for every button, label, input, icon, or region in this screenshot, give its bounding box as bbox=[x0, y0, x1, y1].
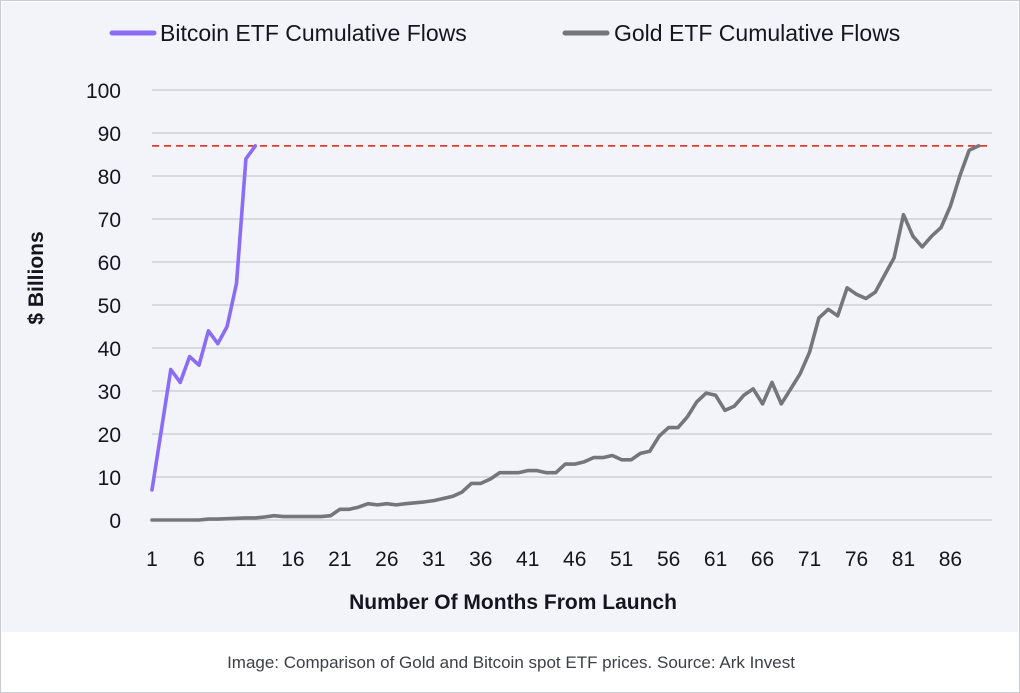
x-tick-label: 66 bbox=[751, 548, 774, 571]
x-tick-label: 21 bbox=[328, 548, 351, 571]
y-tick-label: 40 bbox=[98, 338, 121, 361]
x-tick-label: 1 bbox=[146, 548, 158, 571]
x-tick-label: 76 bbox=[845, 548, 868, 571]
x-tick-label: 6 bbox=[193, 548, 205, 571]
y-tick-label: 10 bbox=[98, 467, 121, 490]
y-tick-label: 80 bbox=[98, 166, 121, 189]
y-tick-label: 90 bbox=[98, 123, 121, 146]
x-tick-label: 46 bbox=[563, 548, 586, 571]
y-tick-label: 60 bbox=[98, 252, 121, 275]
image-caption: Image: Comparison of Gold and Bitcoin sp… bbox=[227, 653, 795, 672]
gold-series-line bbox=[150, 144, 981, 522]
x-tick-labels: 1 6 11 16 21 26 31 36 41 46 51 56 61 66 71 76 81 86 bbox=[146, 548, 962, 571]
y-tick-label: 100 bbox=[86, 80, 121, 103]
x-tick-label: 51 bbox=[610, 548, 633, 571]
y-tick-label: 20 bbox=[98, 424, 121, 447]
y-tick-label: 0 bbox=[109, 510, 121, 533]
gridlines bbox=[152, 89, 992, 521]
x-tick-label: 36 bbox=[469, 548, 492, 571]
x-tick-label: 86 bbox=[939, 548, 962, 571]
x-tick-label: 26 bbox=[375, 548, 398, 571]
legend: Bitcoin ETF Cumulative Flows Gold ETF Cum… bbox=[109, 20, 900, 46]
x-tick-label: 56 bbox=[657, 548, 680, 571]
y-tick-label: 50 bbox=[98, 295, 121, 318]
y-tick-label: 70 bbox=[98, 209, 121, 232]
legend-label-gold: Gold ETF Cumulative Flows bbox=[614, 20, 900, 46]
x-tick-label: 31 bbox=[422, 548, 445, 571]
x-axis-label: Number Of Months From Launch bbox=[349, 591, 677, 614]
chart-panel: 0 10 20 30 40 50 60 70 80 90 100 1 6 11 16 21 26 31 36 41 4… bbox=[2, 2, 1018, 632]
x-tick-label: 81 bbox=[892, 548, 915, 571]
y-axis-label: $ Billions bbox=[25, 231, 48, 324]
y-tick-label: 30 bbox=[98, 381, 121, 404]
x-tick-label: 11 bbox=[235, 548, 257, 571]
x-tick-label: 71 bbox=[798, 548, 821, 571]
y-tick-labels: 0 10 20 30 40 50 60 70 80 90 100 bbox=[86, 80, 121, 533]
x-tick-label: 16 bbox=[281, 548, 304, 571]
bitcoin-series-line bbox=[150, 144, 258, 492]
x-tick-label: 61 bbox=[704, 548, 727, 571]
legend-label-bitcoin: Bitcoin ETF Cumulative Flows bbox=[160, 20, 467, 46]
x-tick-label: 41 bbox=[516, 548, 539, 571]
series-lines bbox=[150, 144, 981, 522]
